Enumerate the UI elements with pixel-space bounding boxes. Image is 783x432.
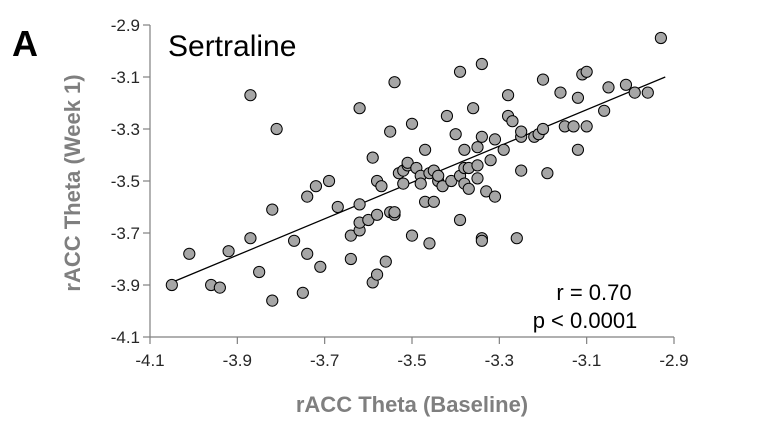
data-point (571, 143, 585, 156)
data-point (213, 281, 226, 294)
data-point (301, 247, 314, 260)
data-point (222, 245, 235, 258)
points-layer (165, 31, 668, 307)
data-point (471, 141, 484, 154)
data-point (619, 78, 633, 91)
x-tick-label: -4.1 (135, 351, 164, 370)
data-point (388, 206, 401, 219)
data-point (536, 73, 550, 86)
chart-title: Sertraline (168, 30, 296, 63)
data-point (541, 167, 554, 180)
data-point (515, 164, 528, 177)
data-point (288, 234, 301, 247)
x-tick-label: -2.9 (659, 351, 688, 370)
data-point (471, 172, 484, 185)
data-point (641, 86, 654, 99)
y-tick-label: -3.5 (111, 172, 140, 191)
y-tick-label: -3.3 (111, 120, 140, 139)
data-point (353, 102, 366, 115)
data-point (314, 260, 327, 273)
data-point (484, 154, 497, 167)
x-axis-title: rACC Theta (Baseline) (296, 392, 528, 417)
data-point (467, 102, 480, 115)
data-point (488, 190, 502, 203)
data-point (440, 109, 454, 123)
data-point (432, 169, 445, 182)
data-point (244, 232, 257, 245)
data-point (375, 180, 388, 193)
x-tick-label: -3.7 (310, 351, 339, 370)
data-point (580, 65, 593, 78)
data-point (654, 31, 668, 45)
data-point (331, 200, 344, 214)
y-tick-label: -3.1 (111, 68, 140, 87)
data-point (344, 252, 357, 266)
data-point (183, 247, 196, 260)
y-axis-title: rACC Theta (Week 1) (60, 74, 85, 291)
data-point (270, 122, 283, 136)
data-point (510, 232, 523, 245)
data-point (414, 177, 427, 190)
data-point (301, 190, 314, 203)
data-point (296, 286, 309, 299)
data-point (458, 143, 471, 156)
data-point (419, 143, 432, 156)
data-point (405, 117, 419, 130)
x-tick-label: -3.9 (223, 351, 252, 370)
data-point (567, 120, 580, 133)
data-point (266, 203, 279, 216)
x-tick-label: -3.3 (485, 351, 514, 370)
data-point (497, 143, 510, 156)
data-point (449, 128, 462, 141)
panel-label: A (12, 23, 38, 64)
data-point (475, 130, 488, 143)
x-tick-label: -3.5 (397, 351, 426, 370)
data-point (453, 213, 467, 227)
y-tick-label: -2.9 (111, 16, 140, 35)
data-point (471, 159, 484, 172)
data-point (405, 229, 419, 242)
data-point (165, 278, 178, 292)
data-point (453, 65, 467, 78)
data-point (571, 91, 585, 104)
data-point (388, 76, 401, 89)
data-point (266, 294, 279, 307)
y-axis: -4.1 -3.9 -3.7 -3.5 -3.3 -3.1 -2.9 (111, 16, 151, 347)
y-tick-label: -3.7 (111, 224, 140, 243)
y-tick-label: -4.1 (111, 328, 140, 347)
data-point (475, 57, 488, 71)
data-point (536, 122, 550, 136)
data-point (370, 208, 384, 221)
data-point (370, 268, 384, 281)
data-point (515, 125, 528, 138)
data-point (379, 255, 392, 268)
data-point (322, 174, 336, 188)
data-point (488, 133, 502, 146)
x-tick-label: -3.1 (572, 351, 601, 370)
data-point (253, 265, 266, 279)
data-point (427, 195, 440, 208)
data-point (602, 81, 615, 94)
data-point (598, 104, 611, 117)
data-point (462, 182, 475, 195)
data-point (501, 89, 515, 102)
data-point (366, 151, 379, 164)
data-point (423, 237, 436, 250)
data-point (244, 89, 257, 102)
data-point (475, 234, 488, 247)
data-point (628, 86, 641, 99)
data-point (554, 86, 567, 99)
data-point (309, 180, 323, 193)
data-point (506, 115, 519, 128)
y-tick-label: -3.9 (111, 276, 140, 295)
data-point (384, 125, 397, 138)
x-axis: -4.1 -3.9 -3.7 -3.5 -3.3 -3.1 -2.9 (135, 336, 689, 370)
data-point (580, 120, 593, 133)
p-value: p < 0.0001 (533, 308, 638, 333)
correlation-r: r = 0.70 (556, 280, 631, 305)
data-point (353, 198, 366, 211)
data-point (397, 177, 410, 190)
